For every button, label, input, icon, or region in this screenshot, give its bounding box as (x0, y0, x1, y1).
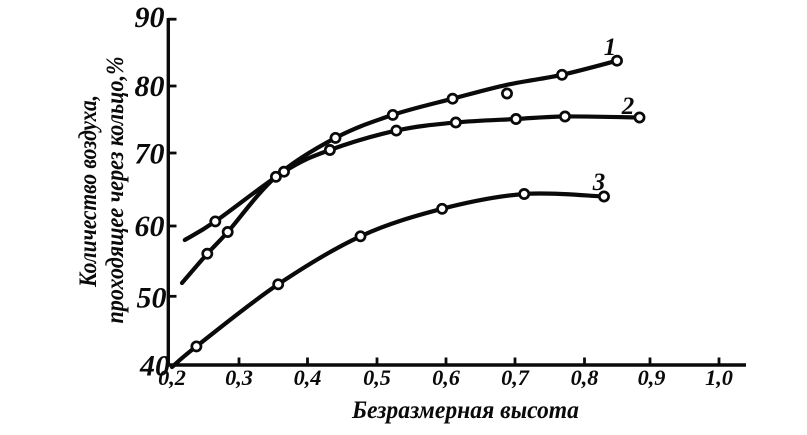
svg-text:50: 50 (137, 282, 167, 315)
svg-text:0,8: 0,8 (571, 365, 599, 390)
svg-text:проходящее через кольцо,%: проходящее через кольцо,% (102, 57, 129, 324)
svg-text:1: 1 (604, 34, 617, 61)
svg-text:0,3: 0,3 (225, 365, 253, 390)
svg-text:2: 2 (621, 93, 635, 120)
svg-text:3: 3 (592, 169, 606, 196)
svg-text:0,6: 0,6 (432, 365, 461, 390)
svg-text:40: 40 (139, 350, 170, 383)
svg-text:70: 70 (135, 138, 165, 171)
svg-text:0,2: 0,2 (158, 365, 186, 390)
svg-text:Безразмерная высота: Безразмерная высота (351, 397, 579, 424)
svg-text:60: 60 (135, 210, 165, 243)
svg-text:90: 90 (135, 1, 165, 34)
svg-text:0,5: 0,5 (363, 365, 391, 390)
svg-text:0,9: 0,9 (638, 365, 666, 390)
svg-text:0,7: 0,7 (501, 365, 530, 390)
svg-text:Количество воздуха,: Количество воздуха, (75, 95, 102, 288)
svg-text:80: 80 (135, 70, 165, 103)
svg-text:1,0: 1,0 (705, 365, 733, 390)
svg-text:0,4: 0,4 (294, 365, 322, 390)
